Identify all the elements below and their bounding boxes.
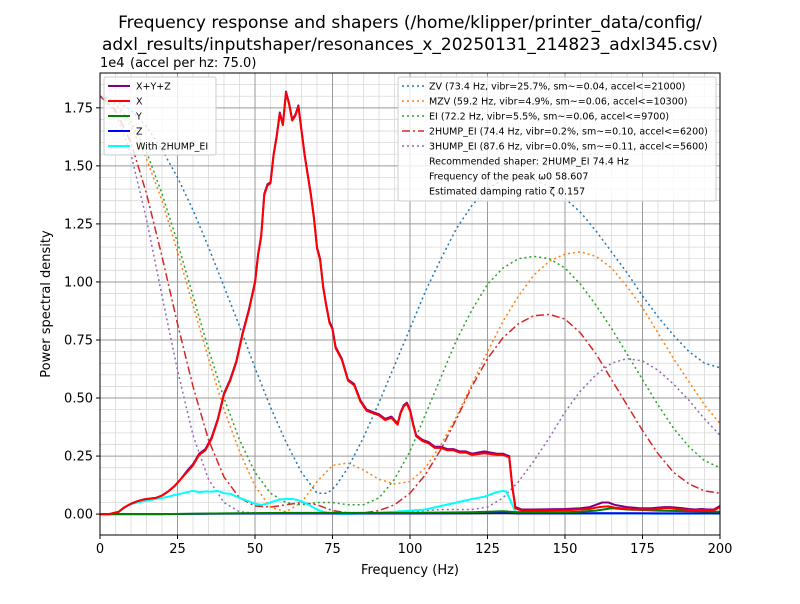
series-group (100, 90, 720, 516)
legend-left-label: X+Y+Z (136, 82, 171, 93)
y-tick-label: 0.50 (64, 392, 93, 407)
x-tick-label: 50 (247, 542, 264, 557)
y-tick-label: 0.25 (64, 450, 93, 465)
x-tick-label: 150 (553, 542, 578, 557)
y-tick-label: 0.75 (64, 333, 93, 348)
y-tick-label: 1.25 (64, 217, 93, 232)
legend-right-label: 3HUMP_EI (87.6 Hz, vibr=0.0%, sm~=0.11, … (429, 142, 708, 153)
x-tick-label: 100 (398, 542, 423, 557)
chart-title-line1: Frequency response and shapers (/home/kl… (118, 13, 702, 33)
y-tick-label: 0.00 (64, 508, 93, 523)
x-tick-label: 175 (630, 542, 655, 557)
legend-left-label: Z (136, 127, 143, 138)
y-tick-label: 1.50 (64, 159, 93, 174)
series-line-mzv (100, 95, 720, 513)
chart-subtitle: (accel per hz: 75.0) (130, 56, 256, 71)
legend-right: ZV (73.4 Hz, vibr=25.7%, sm~=0.04, accel… (397, 76, 717, 202)
y-tick-label: 1.00 (64, 275, 93, 290)
legend-right-label: ZV (73.4 Hz, vibr=25.7%, sm~=0.04, accel… (429, 82, 685, 93)
legend-left: X+Y+Z XYZ With 2HUMP_EI (103, 76, 217, 156)
x-tick-label: 125 (475, 542, 500, 557)
legend-right-label: EI (72.2 Hz, vibr=5.5%, sm~=0.06, accel<… (429, 112, 669, 123)
legend-right-box (397, 76, 717, 202)
y-scale-multiplier: 1e4 (100, 56, 125, 71)
legend-right-note: Estimated damping ratio ζ 0.157 (429, 187, 585, 198)
series-line-3hump_ei (100, 95, 720, 515)
legend-right-label: 2HUMP_EI (74.4 Hz, vibr=0.2%, sm~=0.10, … (429, 127, 708, 138)
x-tick-label: 75 (324, 542, 341, 557)
legend-left-box (103, 76, 217, 156)
series-line-with (100, 489, 720, 516)
legend-right-note: Frequency of the peak ω0 58.607 (429, 172, 588, 183)
series-line-x (100, 91, 720, 516)
x-axis: 0 25 50 75 100 125 150 175 200 (96, 535, 733, 557)
x-tick-label: 0 (96, 542, 104, 557)
x-tick-label: 25 (169, 542, 186, 557)
legend-right-note: Recommended shaper: 2HUMP_EI 74.4 Hz (429, 157, 629, 168)
y-axis: 0.00 0.25 0.50 0.75 1.00 1.25 1.50 1.75 (64, 101, 100, 523)
y-tick-label: 1.75 (64, 101, 93, 116)
legend-left-label: X (136, 97, 143, 108)
chart-title-line2: adxl_results/inputshaper/resonances_x_20… (102, 35, 718, 55)
x-tick-label: 200 (708, 542, 733, 557)
series-line-2hump_ei (100, 95, 720, 514)
series-line-zv (100, 95, 720, 494)
y-axis-label: Power spectral density (39, 230, 54, 378)
legend-right-label: MZV (59.2 Hz, vibr=4.9%, sm~=0.06, accel… (429, 97, 688, 108)
legend-left-label: Y (135, 112, 142, 123)
legend-left-label: With 2HUMP_EI (136, 142, 208, 153)
x-axis-label: Frequency (Hz) (361, 563, 459, 578)
